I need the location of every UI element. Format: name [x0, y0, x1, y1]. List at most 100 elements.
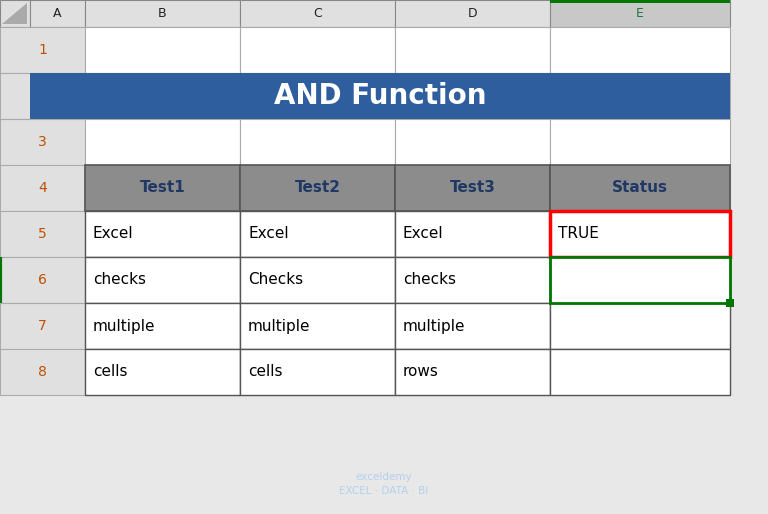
Text: multiple: multiple — [93, 319, 155, 334]
Bar — [395, 165, 550, 211]
Text: TRUE: TRUE — [558, 227, 599, 242]
Bar — [85, 73, 240, 119]
Bar — [550, 349, 730, 395]
Text: multiple: multiple — [403, 319, 465, 334]
Bar — [240, 349, 395, 395]
Text: D: D — [468, 7, 478, 20]
Bar — [240, 303, 395, 349]
Bar — [395, 211, 550, 257]
Bar — [395, 73, 550, 119]
Bar — [726, 299, 734, 307]
Bar — [0, 27, 85, 73]
Bar — [550, 257, 730, 303]
Text: checks: checks — [403, 272, 456, 287]
Text: C: C — [313, 7, 322, 20]
Bar — [550, 257, 730, 303]
Bar — [395, 257, 550, 303]
Bar — [550, 211, 730, 257]
Bar — [395, 211, 550, 257]
Text: E: E — [636, 7, 644, 20]
Bar — [240, 165, 395, 211]
Bar — [550, 303, 730, 349]
Bar — [0, 257, 85, 303]
Bar — [30, 73, 730, 119]
Bar — [85, 349, 240, 395]
Text: A: A — [53, 7, 61, 20]
Bar — [550, 349, 730, 395]
Bar — [85, 165, 240, 211]
Bar — [0, 73, 85, 119]
Text: 2: 2 — [38, 89, 47, 103]
Text: Status: Status — [612, 180, 668, 195]
Bar — [85, 211, 240, 257]
Bar — [550, 303, 730, 349]
Text: 4: 4 — [38, 181, 47, 195]
Bar — [0, 211, 85, 257]
Bar — [395, 119, 550, 165]
Bar — [550, 0, 730, 27]
Bar — [85, 303, 240, 349]
Bar — [550, 73, 730, 119]
Bar — [0, 119, 85, 165]
Text: checks: checks — [93, 272, 146, 287]
Text: 5: 5 — [38, 227, 47, 241]
Text: 8: 8 — [38, 365, 47, 379]
Text: 1: 1 — [38, 43, 47, 57]
Text: B: B — [158, 7, 167, 20]
Bar — [0, 0, 30, 27]
Bar — [395, 303, 550, 349]
Text: multiple: multiple — [248, 319, 310, 334]
Bar — [550, 211, 730, 257]
Bar — [240, 0, 395, 27]
Bar — [85, 119, 240, 165]
Text: Test1: Test1 — [140, 180, 185, 195]
Bar — [395, 165, 550, 211]
Bar — [0, 349, 85, 395]
Bar — [240, 73, 395, 119]
Text: cells: cells — [93, 364, 127, 379]
Bar — [85, 211, 240, 257]
Bar — [240, 211, 395, 257]
Bar — [395, 349, 550, 395]
Bar — [85, 27, 240, 73]
Bar — [395, 349, 550, 395]
Bar — [550, 165, 730, 211]
Bar — [395, 27, 550, 73]
Text: rows: rows — [403, 364, 439, 379]
Text: Checks: Checks — [248, 272, 303, 287]
Bar — [240, 257, 395, 303]
Bar — [240, 211, 395, 257]
Polygon shape — [2, 3, 27, 24]
Text: Excel: Excel — [403, 227, 444, 242]
Bar — [85, 303, 240, 349]
Text: Excel: Excel — [93, 227, 134, 242]
Bar — [240, 27, 395, 73]
Bar — [240, 303, 395, 349]
Bar — [30, 0, 85, 27]
Text: Test3: Test3 — [449, 180, 495, 195]
Text: 7: 7 — [38, 319, 47, 333]
Bar — [0, 303, 85, 349]
Text: cells: cells — [248, 364, 283, 379]
Bar — [85, 257, 240, 303]
Text: 6: 6 — [38, 273, 47, 287]
Bar — [85, 165, 240, 211]
Bar — [550, 119, 730, 165]
Text: exceldemy
EXCEL · DATA · BI: exceldemy EXCEL · DATA · BI — [339, 472, 429, 496]
Text: 3: 3 — [38, 135, 47, 149]
Bar — [395, 303, 550, 349]
Bar — [550, 165, 730, 211]
Bar — [550, 27, 730, 73]
Bar — [85, 257, 240, 303]
Bar — [395, 257, 550, 303]
Text: AND Function: AND Function — [273, 82, 486, 110]
Bar — [240, 257, 395, 303]
Bar — [0, 165, 85, 211]
Text: Test2: Test2 — [294, 180, 340, 195]
Text: Excel: Excel — [248, 227, 289, 242]
Bar — [240, 119, 395, 165]
Bar — [550, 0, 730, 3]
Bar — [550, 257, 730, 303]
Bar — [85, 0, 240, 27]
Bar — [85, 349, 240, 395]
